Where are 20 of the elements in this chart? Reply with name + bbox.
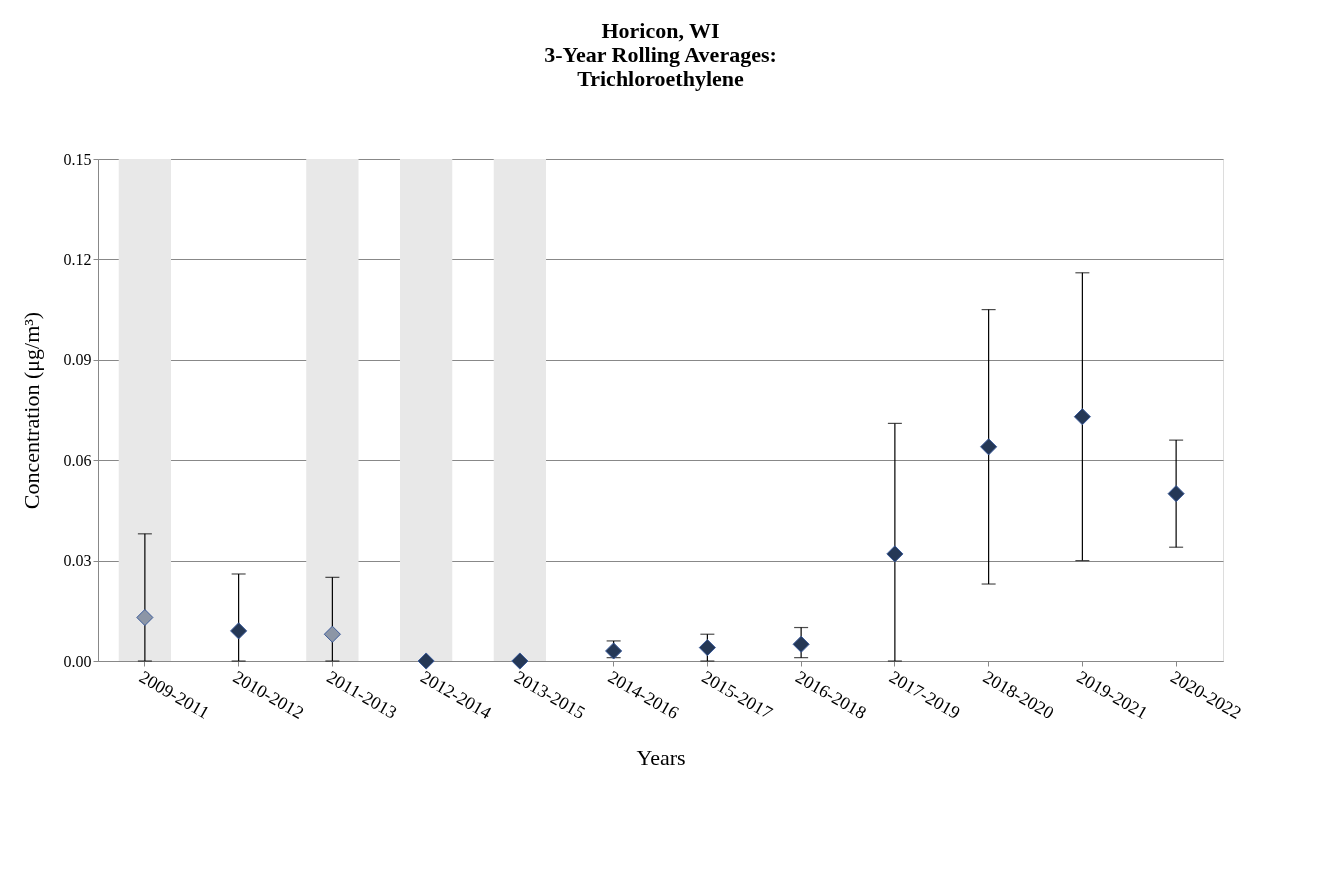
point bbox=[511, 652, 529, 670]
point bbox=[792, 635, 810, 653]
y-tick-label: 0.12 bbox=[63, 250, 92, 268]
point bbox=[886, 545, 904, 563]
point bbox=[1167, 485, 1185, 503]
point bbox=[698, 639, 716, 657]
point bbox=[136, 608, 154, 627]
y-tick-label: 0.03 bbox=[63, 552, 92, 570]
point bbox=[230, 622, 248, 640]
point bbox=[417, 652, 435, 670]
point bbox=[1073, 408, 1091, 426]
y-tick-label: 0.15 bbox=[63, 150, 92, 168]
y-tick-label: 0.00 bbox=[63, 652, 92, 670]
chart-title: Horicon, WI 3-Year Rolling Averages: Trichloroethylene bbox=[544, 18, 777, 91]
point bbox=[980, 438, 998, 456]
x-axis-title: Years bbox=[636, 745, 686, 771]
y-tick-label: 0.09 bbox=[63, 351, 92, 369]
y-tick-label: 0.06 bbox=[63, 451, 92, 469]
y-axis-title: Concentration (μg/m³) bbox=[18, 311, 44, 510]
point bbox=[323, 625, 341, 643]
